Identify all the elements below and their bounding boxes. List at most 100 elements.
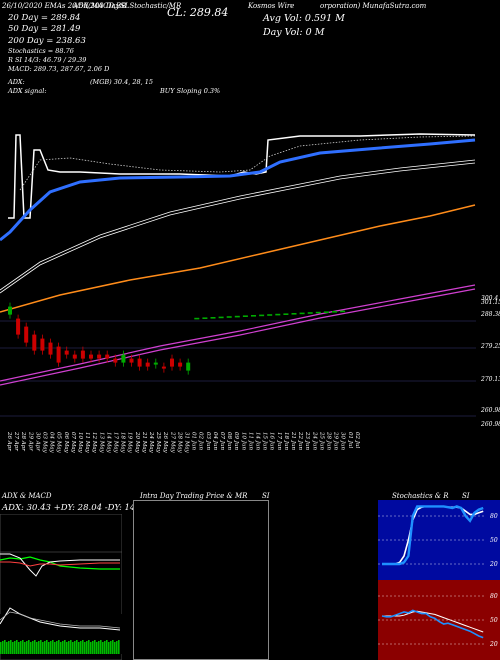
flat-candle [259, 314, 265, 317]
date-tick-label: 09 Jun [233, 432, 239, 450]
header-top-right: Kosmos Wire [248, 2, 295, 10]
date-tick-label: 02 Jul [354, 432, 360, 448]
price-tick-label: 301.15 [481, 299, 500, 306]
buy-signal-label: BUY Sloping 0.3% [160, 87, 221, 95]
adx-macd-subtitle: ADX: 30.43 +DY: 28.04 -DY: 14.95 [2, 503, 149, 513]
date-tick-label: 17 Jun [276, 432, 282, 450]
flat-candle [299, 312, 305, 315]
flat-candle [307, 312, 313, 314]
candle-body [129, 358, 134, 363]
date-tick-label: 06 May [63, 432, 69, 454]
macd-histogram-bar [100, 640, 102, 654]
date-tick-label: 31 May [184, 432, 190, 454]
date-tick-label: 27 Apr [13, 431, 19, 451]
date-tick-label: 01 Jul [347, 432, 353, 448]
price-tick-label: 260.98 [480, 407, 500, 414]
flat-candle [315, 311, 321, 314]
flat-candle [283, 313, 289, 315]
date-tick-label: 11 Jun [247, 432, 253, 450]
date-tick-label: 12 May [91, 432, 97, 454]
macd-histogram-bar [96, 642, 98, 654]
macd-histogram-bar [6, 642, 8, 654]
flat-candle [267, 314, 273, 316]
candle-body [178, 362, 183, 367]
ema20-line [0, 138, 476, 242]
macd-histogram-bar [102, 642, 104, 654]
date-tick-label: 07 Jun [219, 432, 225, 450]
flat-candle [332, 311, 337, 313]
day-vol-label: Day Vol: 0 M [263, 27, 325, 38]
date-tick-label: 29 Apr [27, 431, 33, 451]
date-tick-label: 28 Apr [20, 431, 26, 451]
flat-candle [323, 311, 329, 313]
bb-lower-line [0, 288, 476, 386]
date-tick-label: 18 May [120, 432, 126, 454]
flat-candle [275, 313, 281, 316]
date-tick-label: 30 Jun [340, 432, 346, 450]
macd-histogram-bar [116, 641, 118, 654]
adx-minus-line [0, 561, 120, 567]
stoch-rsi-title-right: SI [462, 492, 470, 500]
candle-body [153, 362, 158, 365]
candle-body [121, 354, 126, 363]
macd-histogram-bar [30, 642, 32, 654]
stoch-tick-label: 80 [490, 513, 498, 520]
date-tick-label: 14 May [105, 432, 111, 454]
macd-histogram-bar [68, 641, 70, 654]
date-tick-label: 11 May [84, 432, 90, 454]
macd-histogram-bar [14, 641, 16, 654]
moving-average-lines [0, 133, 476, 386]
adx-mid-label: (MGB) 30.4, 28, 15 [90, 78, 154, 86]
flat-candle [226, 316, 232, 318]
ema200-label: 200 Day = 238.63 [8, 36, 86, 46]
candle-body [32, 334, 37, 351]
flat-candle [218, 316, 224, 319]
date-tick-label: 26 May [162, 431, 168, 454]
stochastics-label: Stochastics = 88.76 [8, 47, 74, 55]
date-tick-label: 21 May [141, 431, 147, 454]
date-tick-label: 17 May [113, 432, 119, 454]
macd-histogram-bar [0, 642, 2, 654]
macd-histogram-bar [38, 641, 40, 654]
date-tick-label: 19 May [127, 432, 133, 454]
macd-histogram-bar [58, 640, 60, 654]
macd-histogram-bar [104, 641, 106, 654]
date-tick-label: 26 Apr [6, 431, 12, 451]
candle-body [161, 366, 166, 369]
date-tick-label: 10 May [77, 432, 83, 454]
date-tick-label: 05 May [56, 432, 62, 454]
macd-histogram-bar [66, 642, 68, 654]
date-tick-label: 04 May [49, 432, 55, 454]
adx-macd-title: ADX & MACD [2, 492, 52, 500]
adx-plus-line [0, 556, 120, 570]
macd-line [0, 607, 121, 631]
dotted-line [19, 135, 476, 191]
date-tick-label: 18 Jun [283, 432, 289, 450]
macd-histogram-bar [4, 640, 6, 654]
candle-body [97, 354, 102, 359]
macd-histogram-bar [90, 642, 92, 654]
adx-line [0, 553, 120, 577]
date-tick-label: 23 Jun [304, 431, 310, 450]
intraday-title: Intra Day Trading Price & MR [140, 492, 248, 500]
candle-body [80, 350, 85, 359]
header-top-right2: orporation) MunafaSutra.com [320, 2, 427, 10]
candle-body [8, 306, 12, 315]
macd-histogram-bar [18, 642, 20, 654]
candle-body [64, 350, 69, 355]
macd-histogram-bar [78, 642, 80, 654]
rsi-label: R SI 14/3: 46.79 / 29.39 [8, 56, 87, 64]
candle-body [145, 362, 150, 367]
flat-candle [251, 315, 256, 317]
candlesticks [8, 302, 346, 375]
macd-histogram-bar [112, 640, 114, 654]
date-tick-label: 16 Jun [269, 432, 275, 450]
price-tick-label: 270.13 [480, 376, 500, 383]
macd-histogram-bar [54, 642, 56, 654]
flat-candle [340, 310, 346, 313]
date-tick-label: 29 Jun [333, 431, 339, 450]
price-line [8, 133, 476, 219]
candle-body [16, 318, 21, 335]
